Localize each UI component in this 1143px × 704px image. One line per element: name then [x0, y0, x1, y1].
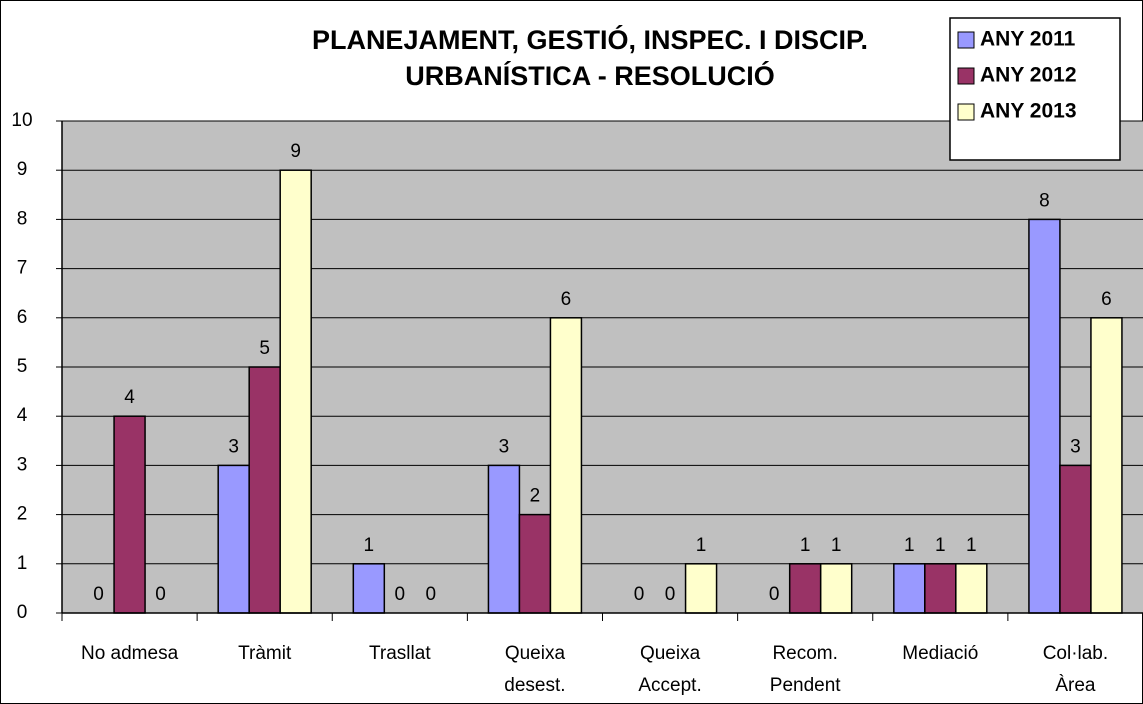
data-label: 0 — [93, 584, 104, 605]
legend-swatch — [957, 103, 975, 121]
data-label: 2 — [530, 486, 541, 507]
legend-swatch — [957, 67, 975, 85]
data-label: 0 — [665, 584, 676, 605]
data-label: 1 — [935, 535, 946, 556]
y-tick-label: 8 — [17, 208, 28, 229]
data-label: 3 — [499, 436, 510, 457]
data-label: 1 — [800, 535, 811, 556]
data-label: 4 — [124, 387, 135, 408]
data-label: 5 — [259, 338, 270, 359]
legend-label: ANY 2011 — [980, 28, 1076, 51]
y-tick-label: 0 — [17, 602, 28, 623]
x-tick-label: desest. — [504, 675, 565, 696]
data-label: 3 — [1070, 436, 1081, 457]
data-label: 1 — [364, 535, 375, 556]
data-label: 1 — [696, 535, 707, 556]
bar — [248, 366, 281, 614]
data-label: 1 — [966, 535, 977, 556]
bar — [217, 464, 250, 614]
bar — [1090, 317, 1123, 614]
y-tick-label: 5 — [17, 356, 28, 377]
x-tick-label: Mediació — [902, 643, 978, 664]
x-tick-label: Trasllat — [369, 643, 431, 664]
bar — [955, 563, 988, 614]
bar — [788, 563, 822, 614]
bar — [279, 169, 312, 614]
data-label: 0 — [769, 584, 780, 605]
bar — [819, 563, 853, 614]
chart-title: PLANEJAMENT, GESTIÓ, INSPEC. I DISCIP. — [312, 24, 868, 55]
y-tick-label: 9 — [17, 159, 28, 180]
y-tick-label: 3 — [17, 454, 28, 475]
bar — [1059, 464, 1092, 614]
x-tick-label: Queixa — [505, 643, 566, 664]
data-label: 9 — [290, 141, 301, 162]
x-tick-label: Accept. — [638, 675, 701, 696]
x-tick-label: Tràmit — [238, 643, 292, 664]
legend-box — [949, 17, 1121, 161]
data-label: 0 — [155, 584, 166, 605]
bar — [113, 415, 146, 614]
y-tick-label: 10 — [11, 110, 32, 131]
y-tick-label: 1 — [17, 553, 28, 574]
bar — [487, 464, 521, 614]
chart-title: URBANÍSTICA - RESOLUCIÓ — [405, 60, 775, 91]
x-tick-label: Col·lab. — [1043, 643, 1108, 664]
data-label: 6 — [561, 289, 572, 310]
legend-label: ANY 2013 — [980, 100, 1077, 123]
bar — [1028, 218, 1061, 614]
data-label: 1 — [904, 535, 915, 556]
bar — [352, 563, 386, 614]
bar — [684, 563, 718, 614]
bar — [549, 317, 583, 614]
data-label: 0 — [395, 584, 406, 605]
bar — [518, 513, 552, 614]
data-label: 0 — [634, 584, 645, 605]
data-label: 0 — [426, 584, 437, 605]
legend-swatch — [957, 31, 975, 49]
y-tick-label: 6 — [17, 307, 28, 328]
x-tick-label: Queixa — [640, 643, 701, 664]
legend-label: ANY 2012 — [980, 64, 1077, 87]
data-label: 6 — [1101, 289, 1112, 310]
y-tick-label: 7 — [17, 258, 28, 279]
bar — [893, 563, 926, 614]
x-tick-label: Pendent — [770, 675, 842, 696]
x-tick-label: Recom. — [772, 643, 837, 664]
bar — [924, 563, 957, 614]
x-tick-label: No admesa — [81, 643, 179, 664]
data-label: 1 — [831, 535, 842, 556]
x-tick-label: Àrea — [1055, 675, 1096, 696]
y-tick-label: 4 — [17, 405, 28, 426]
y-tick-label: 2 — [17, 504, 28, 525]
data-label: 3 — [228, 436, 239, 457]
data-label: 8 — [1039, 190, 1050, 211]
